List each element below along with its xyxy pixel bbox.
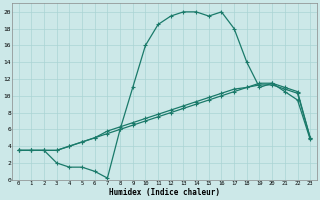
X-axis label: Humidex (Indice chaleur): Humidex (Indice chaleur) (109, 188, 220, 197)
